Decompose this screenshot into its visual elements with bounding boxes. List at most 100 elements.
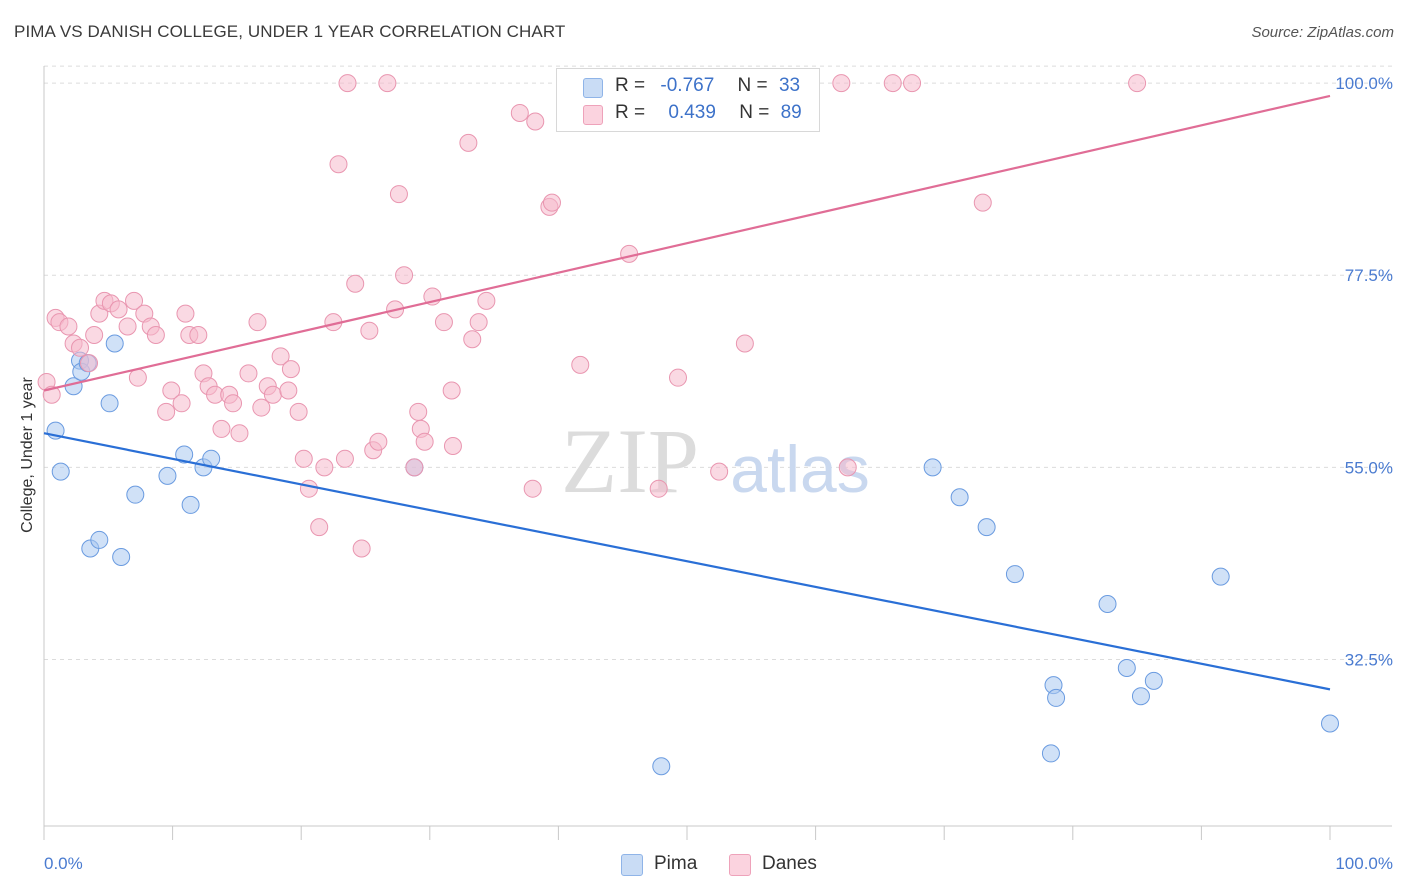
source-label: Source: ZipAtlas.com [1251, 24, 1394, 41]
danes-point [973, 193, 992, 212]
danes-point [172, 394, 191, 413]
series-legend: Pima Danes [0, 852, 1406, 878]
danes-point [389, 185, 408, 204]
danes-point [395, 266, 414, 285]
danes-point [526, 112, 545, 131]
danes-point [459, 133, 478, 152]
axes [43, 66, 1392, 840]
pima-point [1321, 714, 1339, 733]
danes-point [523, 479, 542, 498]
pima-point [112, 548, 131, 567]
danes-point [346, 274, 365, 293]
pima-point [977, 518, 996, 537]
y-tick-label: 32.5% [1345, 650, 1393, 669]
danes-point [542, 193, 561, 212]
danes-point [405, 458, 424, 477]
danes-point [224, 394, 243, 413]
legend-r-label: R = [615, 75, 646, 96]
series-pima [46, 334, 1339, 776]
danes-point [360, 321, 379, 340]
pima-point [100, 394, 119, 413]
danes-point [162, 381, 181, 400]
danes-point [176, 304, 195, 323]
danes-point [510, 103, 529, 122]
legend-n-value: 89 [780, 102, 802, 123]
watermark-zip: ZIP [561, 410, 699, 512]
danes-point [620, 244, 639, 263]
pima-point [105, 334, 124, 353]
danes-point [71, 338, 90, 357]
danes-point [315, 458, 334, 477]
danes-point [469, 313, 488, 332]
legend-label-danes: Danes [762, 853, 817, 874]
watermark: ZIP atlas [561, 410, 870, 512]
trend-line-pima [43, 432, 1331, 691]
danes-point [477, 291, 496, 310]
danes-point [434, 313, 453, 332]
x-tick-label-min: 0.0% [44, 854, 83, 873]
danes-point [442, 381, 461, 400]
danes-point [409, 402, 428, 421]
gridlines [44, 65, 1392, 660]
danes-point [299, 479, 318, 498]
tick-labels: 32.5% 55.0% 77.5% 100.0% 0.0% 100.0% [44, 74, 1393, 873]
legend-n-label: N = [739, 102, 770, 123]
pima-point [158, 466, 177, 485]
x-tick-label-max: 100.0% [1335, 854, 1393, 873]
legend-r-label: R = [615, 102, 646, 123]
danes-point [212, 419, 231, 438]
pima-point [1117, 659, 1136, 678]
pima-point [181, 495, 200, 514]
danes-point [329, 155, 348, 174]
danes-point [310, 518, 329, 537]
danes-point [838, 458, 857, 477]
pima-point [1144, 671, 1163, 690]
legend-label-pima: Pima [654, 853, 698, 874]
series-danes [37, 74, 1147, 558]
pima-point [126, 485, 145, 504]
danes-point [80, 354, 99, 373]
pima-point [1041, 744, 1060, 763]
danes-point [378, 74, 397, 93]
legend-swatch-danes [583, 105, 603, 125]
danes-point [369, 432, 388, 451]
danes-point [239, 364, 258, 383]
danes-point [118, 317, 137, 336]
danes-point [289, 402, 308, 421]
danes-point [109, 300, 128, 319]
pima-point [950, 488, 969, 507]
pima-point [1047, 688, 1066, 707]
danes-point [1128, 74, 1147, 93]
legend-r-value: -0.767 [660, 75, 715, 96]
danes-point [252, 398, 271, 417]
danes-point [352, 539, 371, 558]
pima-point [1005, 565, 1024, 584]
danes-point [903, 74, 922, 93]
legend-n-value: 33 [778, 75, 801, 96]
danes-point [735, 334, 754, 353]
correlation-legend: R = -0.767 N = 33 R = 0.439 N = 89 [556, 68, 820, 132]
chart-title: PIMA VS DANISH COLLEGE, UNDER 1 YEAR COR… [14, 22, 566, 41]
danes-point [271, 347, 290, 366]
danes-point [157, 402, 176, 421]
danes-point [146, 325, 165, 344]
y-tick-label: 55.0% [1345, 458, 1393, 477]
danes-point [832, 74, 851, 93]
danes-point [263, 385, 282, 404]
danes-point [335, 449, 354, 468]
y-tick-label: 100.0% [1335, 74, 1393, 93]
trend-line-danes [43, 94, 1331, 392]
pima-point [652, 757, 671, 776]
danes-point [59, 317, 78, 336]
danes-point [125, 291, 144, 310]
pima-point [1098, 594, 1117, 613]
danes-point [281, 360, 300, 379]
legend-swatch-danes [729, 854, 751, 876]
legend-n-label: N = [737, 75, 768, 96]
data-points [37, 74, 1339, 776]
danes-point [571, 355, 590, 374]
danes-point [463, 330, 482, 349]
pima-point [90, 530, 109, 549]
danes-point [668, 368, 687, 387]
